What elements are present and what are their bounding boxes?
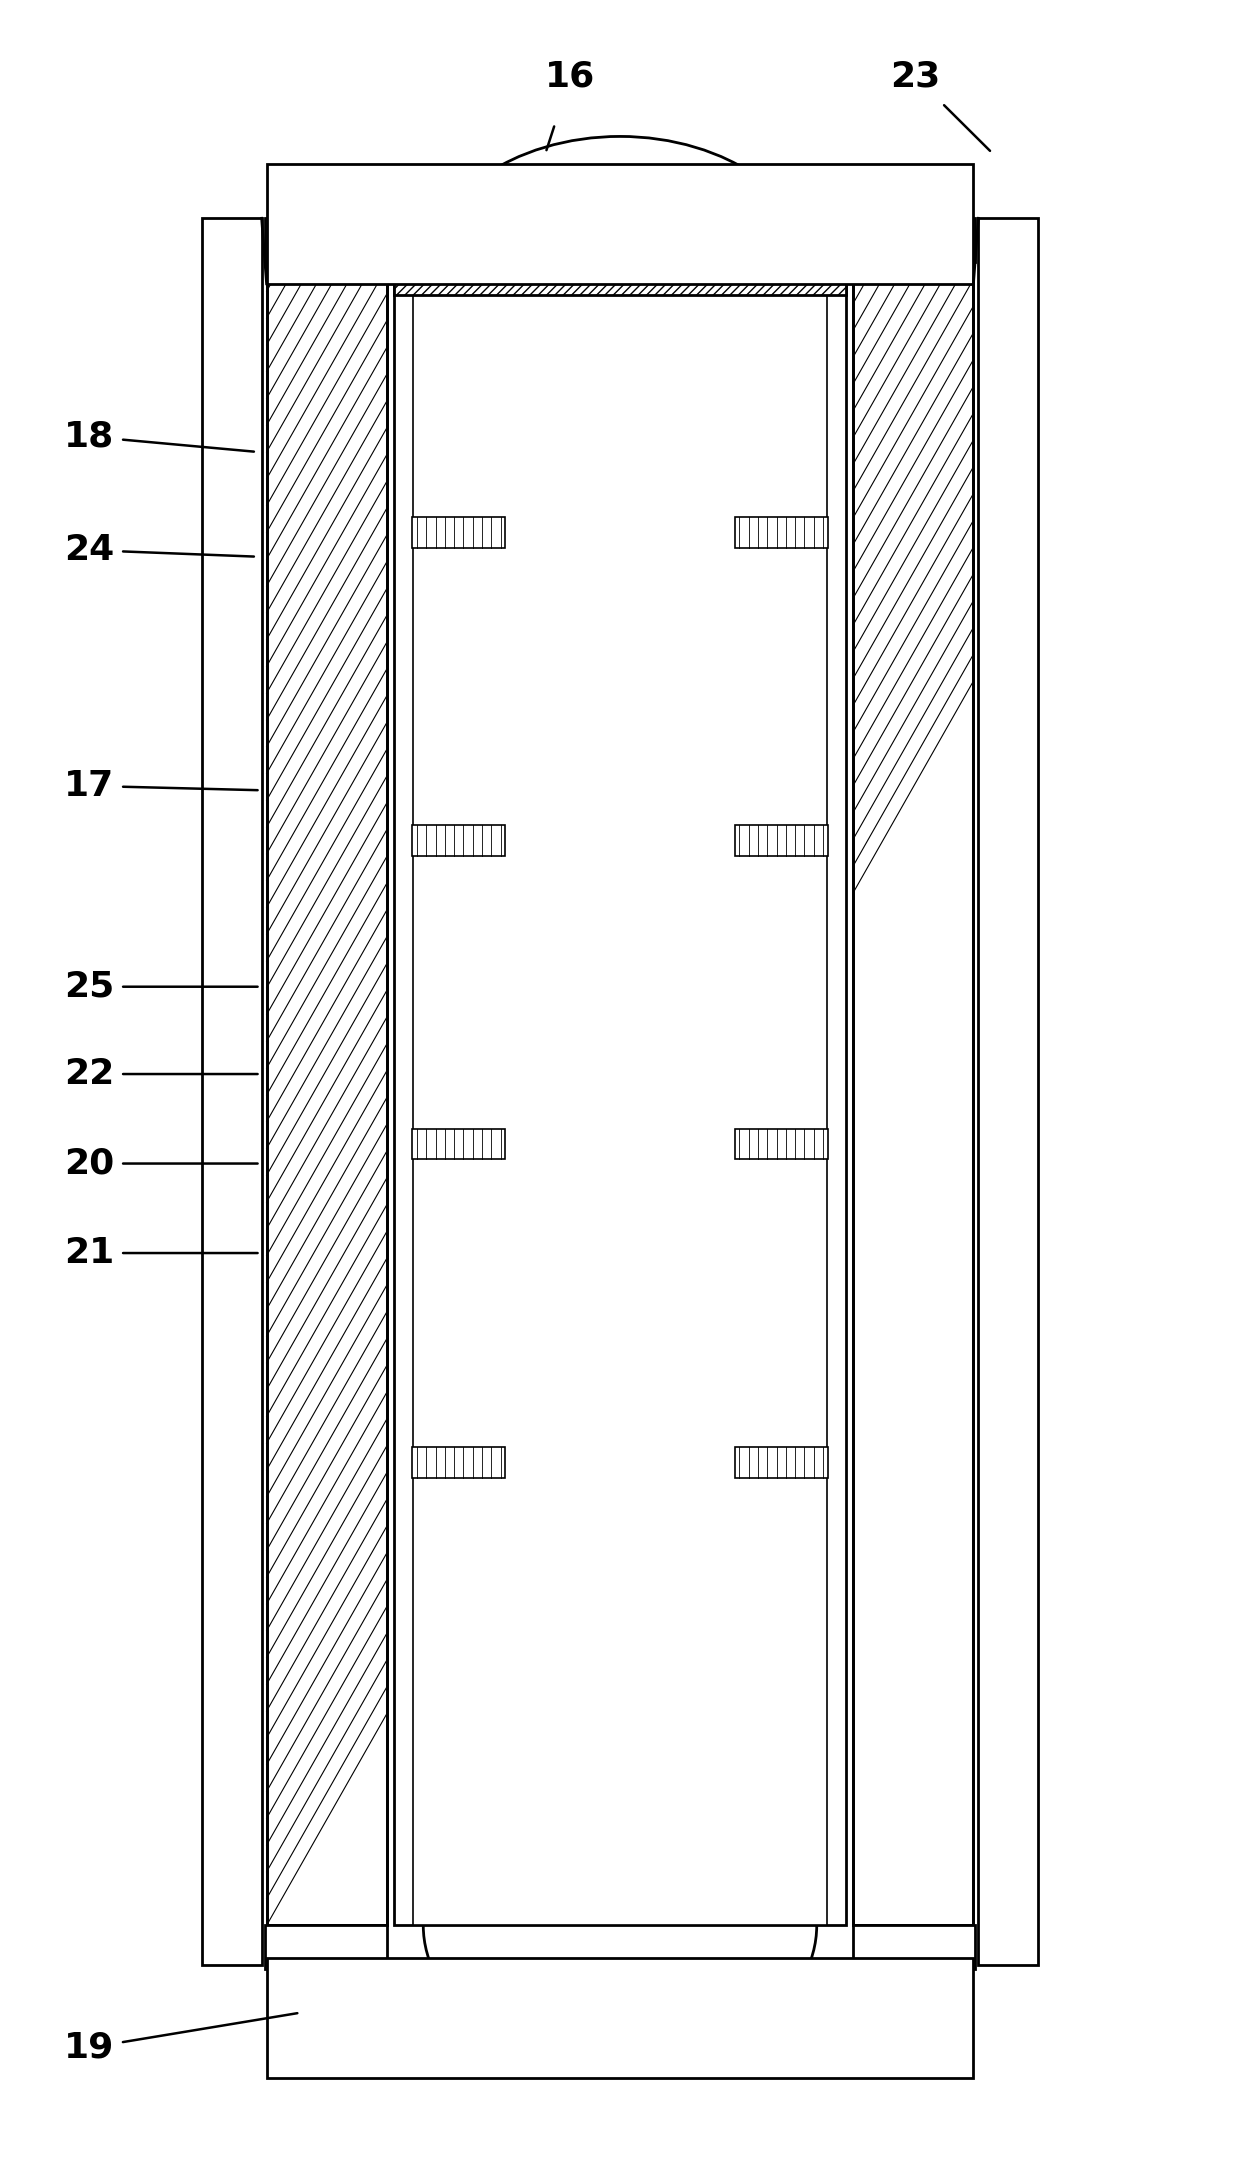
Text: 17: 17 bbox=[64, 768, 114, 803]
Bar bbox=[853, 1925, 975, 1969]
Bar bbox=[412, 825, 506, 856]
Bar bbox=[265, 218, 387, 262]
Bar bbox=[394, 262, 846, 1925]
Text: 25: 25 bbox=[64, 969, 114, 1004]
Bar bbox=[734, 825, 828, 856]
Bar bbox=[978, 218, 1038, 1965]
Bar bbox=[734, 517, 828, 548]
Bar bbox=[202, 218, 262, 1965]
Text: 24: 24 bbox=[64, 533, 114, 568]
Text: 21: 21 bbox=[64, 1236, 114, 1271]
Bar bbox=[734, 1447, 828, 1478]
Bar bbox=[853, 262, 973, 1925]
Bar bbox=[412, 517, 506, 548]
Text: 22: 22 bbox=[64, 1057, 114, 1092]
Bar bbox=[734, 1129, 828, 1159]
Bar bbox=[267, 164, 973, 284]
Text: 19: 19 bbox=[64, 2030, 114, 2065]
Bar bbox=[267, 262, 387, 1925]
Bar bbox=[265, 1925, 387, 1969]
Text: 20: 20 bbox=[64, 1146, 114, 1181]
Bar bbox=[394, 262, 846, 295]
Bar bbox=[853, 262, 973, 1925]
Bar bbox=[412, 1447, 506, 1478]
Text: 23: 23 bbox=[890, 59, 940, 94]
Bar bbox=[413, 295, 827, 1925]
Text: 18: 18 bbox=[64, 419, 114, 454]
Bar bbox=[412, 1129, 506, 1159]
Bar bbox=[267, 262, 387, 1925]
Bar bbox=[853, 218, 975, 262]
Bar bbox=[267, 1958, 973, 2078]
Text: 16: 16 bbox=[546, 59, 595, 94]
